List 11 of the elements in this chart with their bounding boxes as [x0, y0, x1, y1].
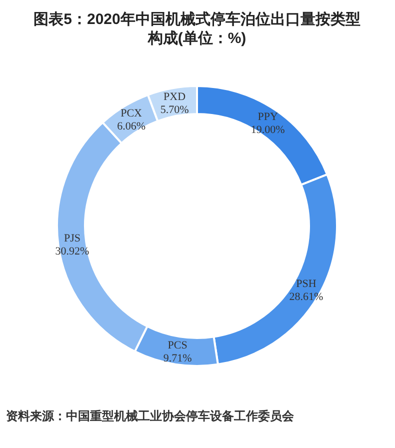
slice-label: PJS [64, 232, 80, 245]
chart-title: 图表5：2020年中国机械式停车泊位出口量按类型构成(单位：%) [34, 10, 360, 47]
slice-label: PXD [164, 91, 186, 104]
slice-label: PSH [296, 278, 316, 290]
slice-label: PCX [120, 107, 142, 120]
data-label: 5.70% [160, 104, 189, 116]
data-label: 6.06% [117, 120, 146, 132]
slice-label: PPY [258, 110, 278, 123]
text: 资料来源：中国重型机械工业协会停车设备工作委员会 [6, 409, 295, 423]
data-label: 9.71% [163, 352, 192, 364]
slice-label: PCS [168, 339, 188, 352]
